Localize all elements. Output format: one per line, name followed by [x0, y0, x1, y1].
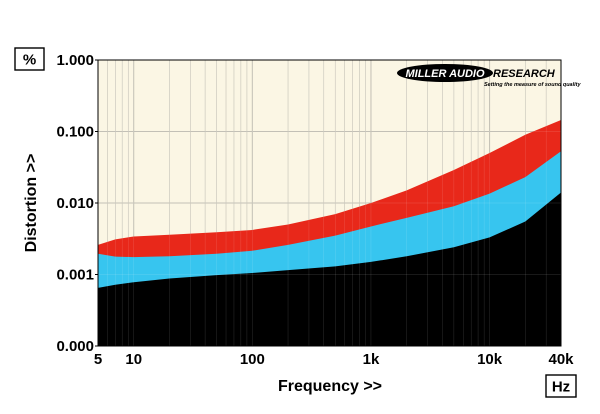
- y-tick-label: 0.000: [56, 338, 94, 355]
- y-unit-label: %: [23, 52, 36, 69]
- y-tick-label: 0.001: [56, 267, 94, 284]
- y-tick-label: 0.010: [56, 195, 94, 212]
- y-axis-title: Distortion >>: [23, 154, 40, 253]
- x-tick-label: 1k: [363, 351, 380, 368]
- y-tick-label: 0.100: [56, 124, 94, 141]
- miller-audio-research-logo: MILLER AUDIO RESEARCH Setting the measur…: [397, 64, 582, 88]
- y-tick-label: 1.000: [56, 52, 94, 69]
- x-tick-label: 100: [240, 351, 265, 368]
- logo-tagline: Setting the measure of sound quality: [484, 82, 582, 88]
- x-unit-label: Hz: [552, 379, 570, 396]
- logo-left-text: MILLER AUDIO: [405, 68, 484, 80]
- x-tick-label: 10: [125, 351, 142, 368]
- x-tick-label: 5: [94, 351, 102, 368]
- y-unit-box: %: [14, 47, 45, 71]
- x-tick-label: 10k: [477, 351, 503, 368]
- series-areas: [98, 119, 561, 347]
- x-unit-box: Hz: [545, 374, 577, 398]
- logo-right-text: RESEARCH: [493, 68, 556, 80]
- x-tick-labels: 5 10 100 1k 10k 40k: [94, 351, 574, 368]
- x-tick-label: 40k: [548, 351, 574, 368]
- x-axis-title: Frequency >>: [278, 378, 382, 395]
- y-tick-labels: 0.000 0.001 0.010 0.100 1.000: [56, 52, 98, 355]
- series-area-3: [98, 192, 561, 346]
